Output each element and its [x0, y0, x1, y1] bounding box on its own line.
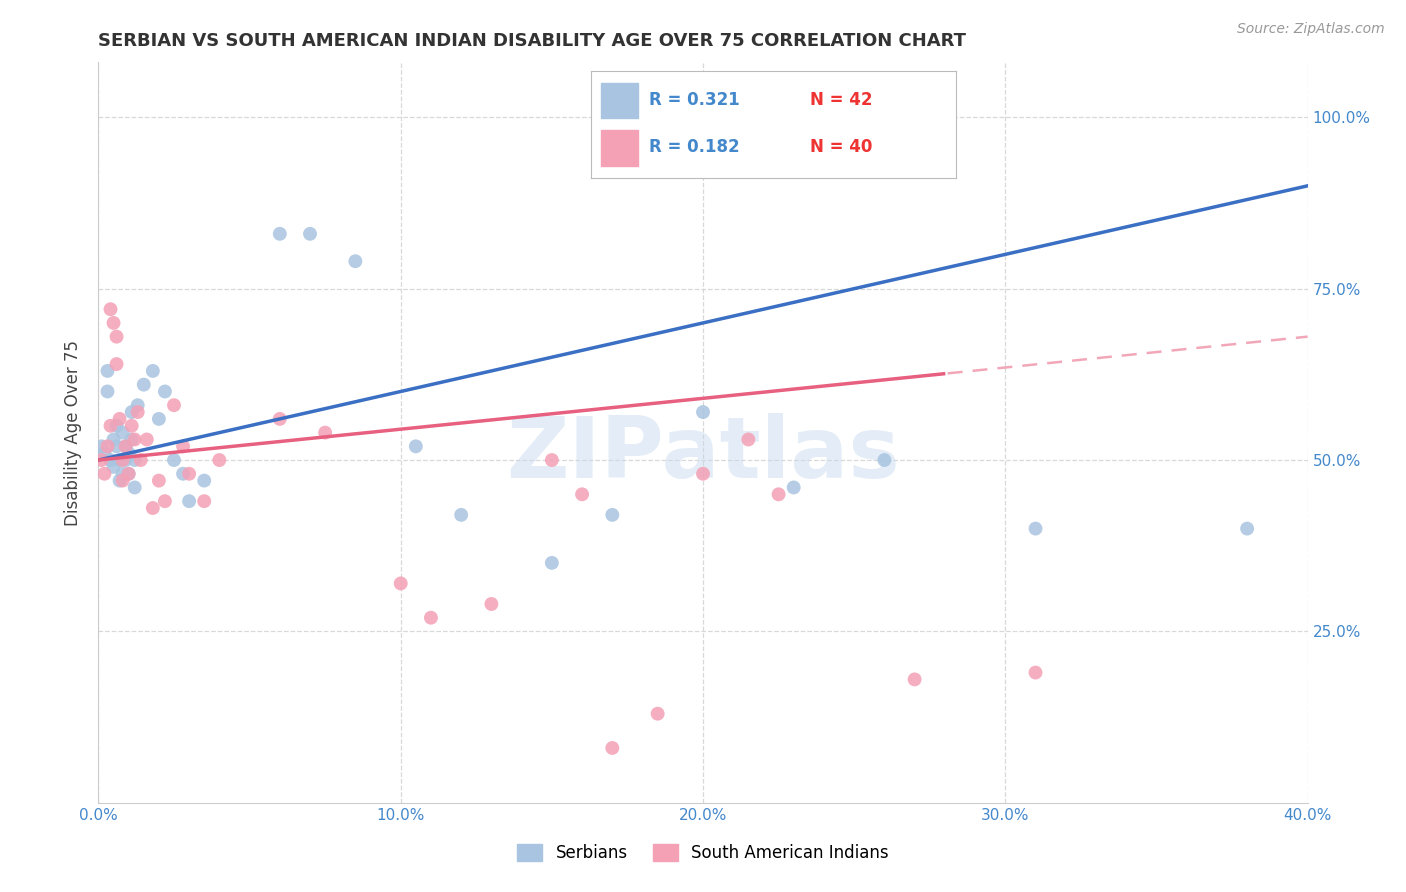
- Bar: [602, 130, 638, 166]
- Y-axis label: Disability Age Over 75: Disability Age Over 75: [65, 340, 83, 525]
- Point: [103, 459, 125, 474]
- Point: [118, 467, 141, 481]
- Point: [450, 508, 472, 522]
- Point: [121, 405, 143, 419]
- Point: [108, 474, 131, 488]
- Point: [647, 706, 669, 721]
- Text: N = 42: N = 42: [810, 91, 872, 109]
- Point: [90, 439, 112, 453]
- Point: [153, 384, 176, 399]
- Point: [389, 576, 412, 591]
- Point: [692, 405, 714, 419]
- Point: [127, 405, 149, 419]
- Point: [111, 453, 134, 467]
- Point: [269, 412, 291, 426]
- Point: [118, 467, 141, 481]
- Point: [193, 494, 215, 508]
- Point: [420, 610, 443, 624]
- Point: [111, 467, 134, 481]
- Text: ZIPatlas: ZIPatlas: [506, 413, 900, 496]
- Point: [314, 425, 336, 440]
- Point: [121, 433, 143, 447]
- Point: [179, 494, 201, 508]
- Point: [105, 439, 128, 453]
- Legend: Serbians, South American Indians: Serbians, South American Indians: [510, 837, 896, 869]
- Text: R = 0.321: R = 0.321: [650, 91, 740, 109]
- Point: [103, 316, 125, 330]
- Point: [571, 487, 593, 501]
- Point: [873, 453, 896, 467]
- Point: [904, 673, 927, 687]
- Point: [153, 494, 176, 508]
- Point: [96, 364, 118, 378]
- Point: [172, 439, 194, 453]
- Text: Source: ZipAtlas.com: Source: ZipAtlas.com: [1237, 22, 1385, 37]
- Bar: [602, 83, 638, 119]
- Text: R = 0.182: R = 0.182: [650, 138, 740, 156]
- Point: [692, 467, 714, 481]
- Point: [105, 329, 128, 343]
- Text: N = 40: N = 40: [810, 138, 872, 156]
- Point: [768, 487, 790, 501]
- Point: [108, 453, 131, 467]
- Point: [540, 453, 562, 467]
- Point: [108, 412, 131, 426]
- Point: [148, 474, 170, 488]
- Point: [114, 453, 136, 467]
- Text: SERBIAN VS SOUTH AMERICAN INDIAN DISABILITY AGE OVER 75 CORRELATION CHART: SERBIAN VS SOUTH AMERICAN INDIAN DISABIL…: [98, 32, 966, 50]
- Point: [96, 384, 118, 399]
- Point: [93, 446, 115, 460]
- Point: [481, 597, 503, 611]
- Point: [127, 398, 149, 412]
- Point: [111, 474, 134, 488]
- Point: [90, 453, 112, 467]
- Point: [163, 453, 186, 467]
- Point: [100, 418, 122, 433]
- Point: [96, 439, 118, 453]
- Point: [129, 453, 152, 467]
- Point: [135, 433, 157, 447]
- Point: [540, 556, 562, 570]
- Point: [93, 467, 115, 481]
- Point: [344, 254, 367, 268]
- Point: [114, 439, 136, 453]
- Point: [602, 741, 624, 756]
- Point: [1236, 522, 1258, 536]
- Point: [111, 425, 134, 440]
- Point: [142, 501, 165, 516]
- Point: [299, 227, 322, 241]
- Point: [1024, 665, 1046, 680]
- Point: [103, 433, 125, 447]
- Point: [100, 302, 122, 317]
- Point: [124, 480, 146, 494]
- Point: [121, 418, 143, 433]
- Point: [1024, 522, 1046, 536]
- Point: [124, 433, 146, 447]
- Point: [179, 467, 201, 481]
- Point: [124, 453, 146, 467]
- Point: [208, 453, 231, 467]
- Point: [405, 439, 427, 453]
- Point: [142, 364, 165, 378]
- Point: [105, 418, 128, 433]
- Point: [172, 467, 194, 481]
- Point: [100, 453, 122, 467]
- Point: [114, 439, 136, 453]
- Point: [148, 412, 170, 426]
- Point: [269, 227, 291, 241]
- Point: [783, 480, 806, 494]
- Point: [132, 377, 155, 392]
- Point: [118, 446, 141, 460]
- Point: [602, 508, 624, 522]
- Point: [193, 474, 215, 488]
- Point: [105, 357, 128, 371]
- Point: [163, 398, 186, 412]
- Point: [737, 433, 759, 447]
